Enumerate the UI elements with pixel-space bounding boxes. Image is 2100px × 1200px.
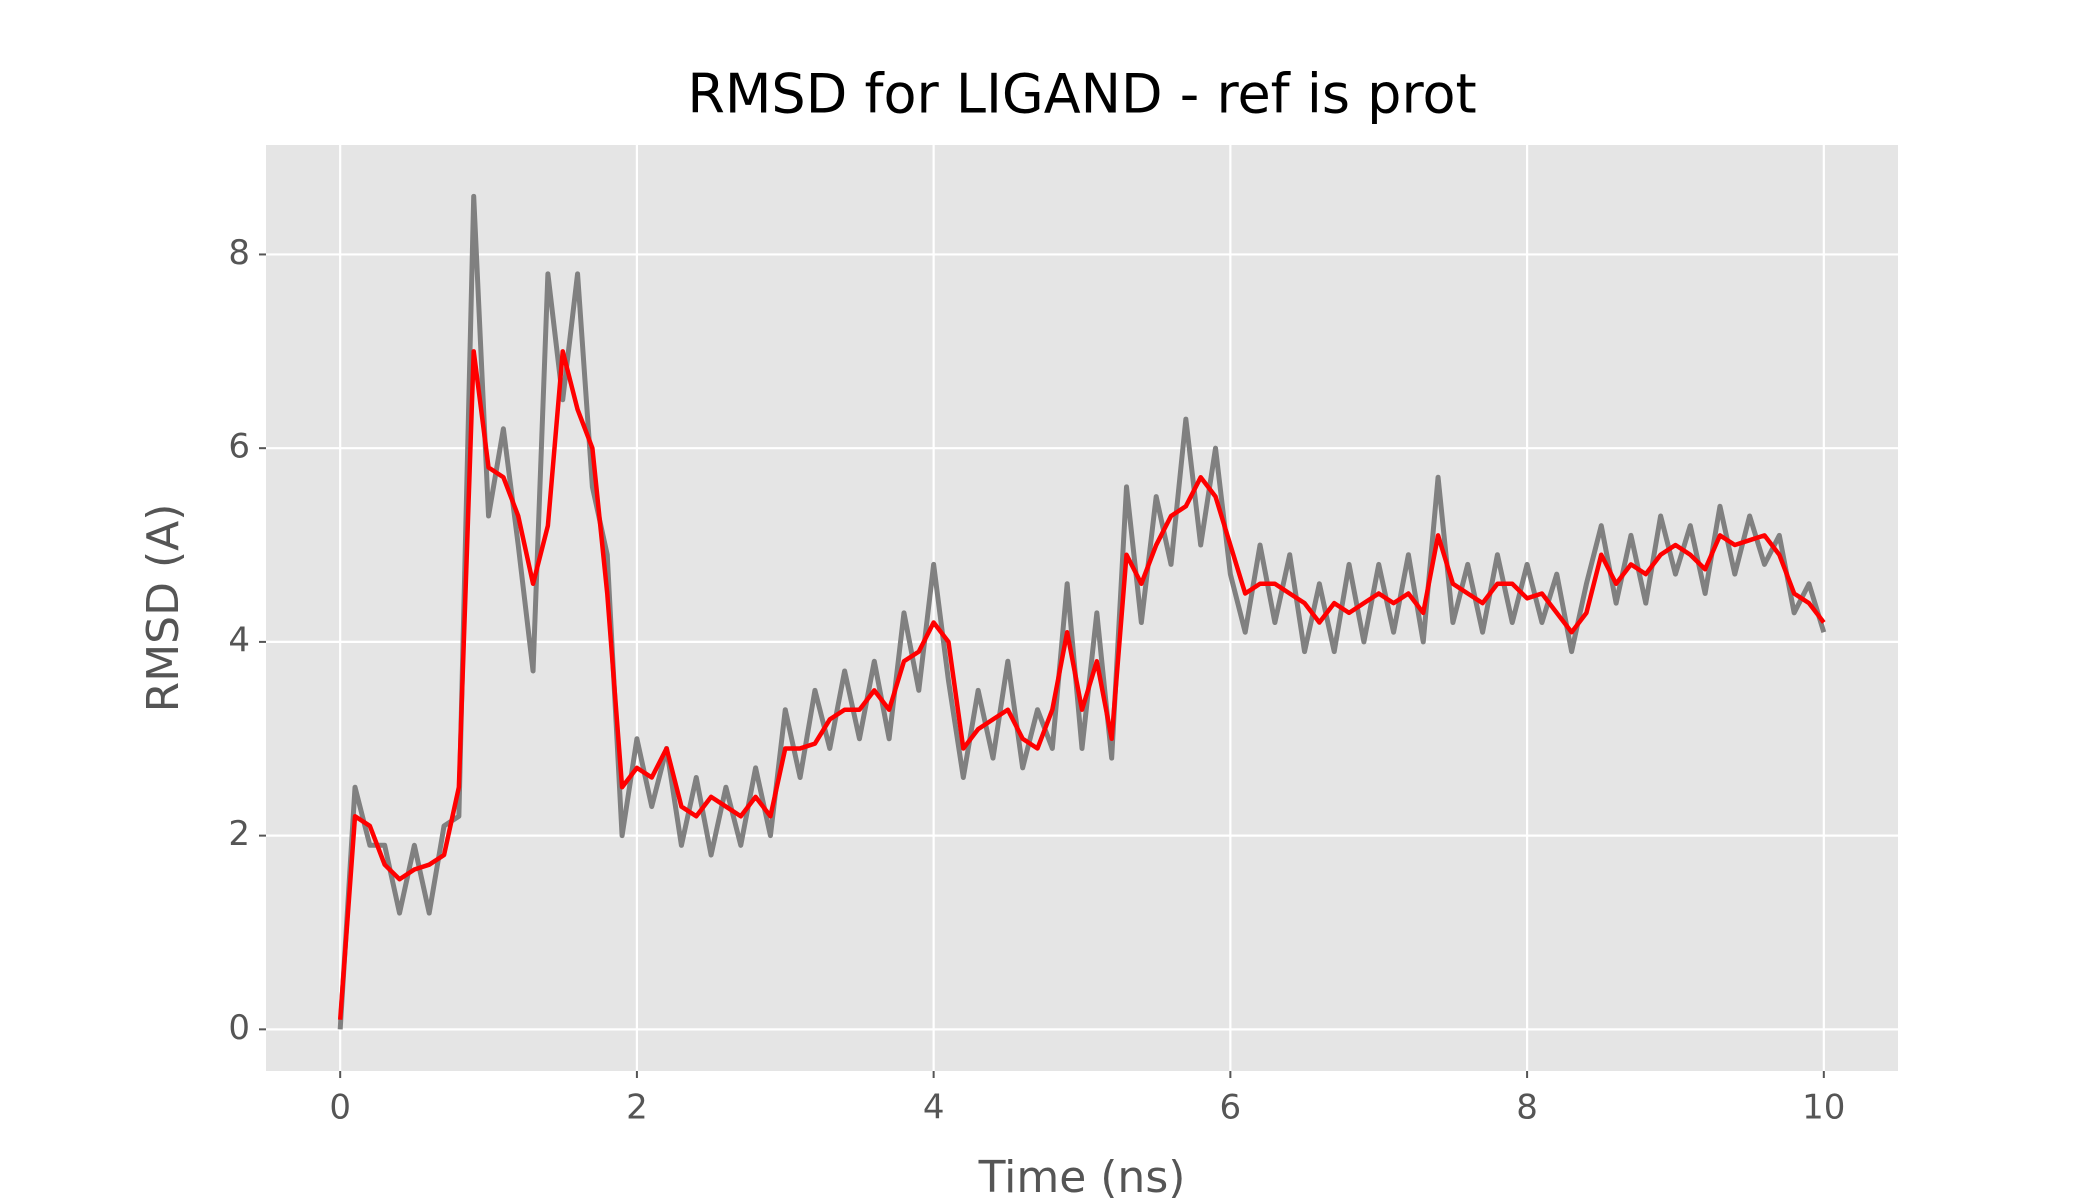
plot-background xyxy=(266,145,1898,1071)
x-tick-label: 4 xyxy=(923,1088,945,1128)
y-tick-label: 0 xyxy=(228,1008,250,1048)
x-tick-label: 8 xyxy=(1516,1088,1538,1128)
y-tick-label: 6 xyxy=(228,427,250,467)
x-tick-label: 10 xyxy=(1802,1088,1845,1128)
x-tick-label: 0 xyxy=(329,1088,351,1128)
x-axis-label: Time (ns) xyxy=(978,1152,1186,1200)
series-line xyxy=(337,349,1826,1020)
chart-title: RMSD for LIGAND - ref is prot xyxy=(687,63,1476,126)
y-tick-label: 2 xyxy=(228,814,250,854)
x-tick-label: 6 xyxy=(1220,1088,1242,1128)
x-tick-label: 2 xyxy=(626,1088,648,1128)
y-tick-label: 8 xyxy=(228,233,250,273)
y-axis-label: RMSD (A) xyxy=(138,504,189,713)
y-tick-label: 4 xyxy=(228,620,250,660)
